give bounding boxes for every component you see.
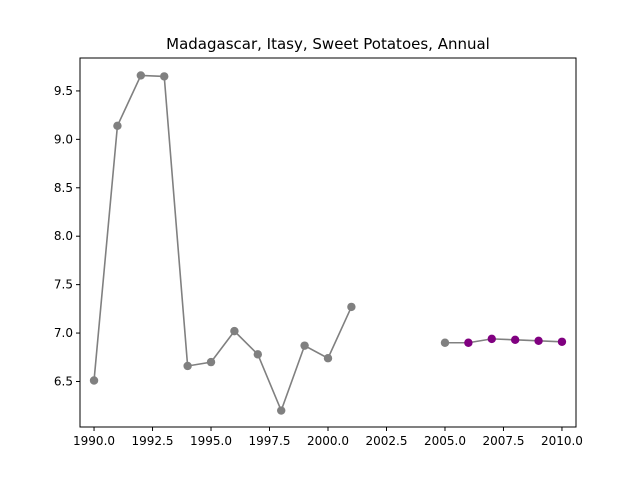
- x-tick-label: 1990.0: [73, 434, 115, 448]
- series-1-point: [160, 72, 169, 81]
- series-1-point: [183, 361, 192, 371]
- series-1-point: [113, 121, 122, 130]
- x-tick-label: 2002.5: [365, 434, 407, 448]
- plot-frame: [79, 57, 577, 428]
- y-tick-label: 9.5: [54, 84, 73, 98]
- series-1-point: [300, 341, 309, 350]
- x-tick-label: 1992.5: [132, 434, 174, 448]
- chart-title: Madagascar, Itasy, Sweet Potatoes, Annua…: [166, 35, 490, 53]
- y-tick-label: 6.5: [54, 374, 73, 388]
- series-2-point: [510, 335, 520, 345]
- series-1-point: [347, 302, 356, 312]
- series-1-point: [136, 71, 146, 80]
- x-tick-label: 2010.0: [541, 434, 583, 448]
- y-tick-label: 7.5: [54, 278, 73, 292]
- series-2-point: [440, 338, 450, 347]
- series-2-point: [557, 337, 567, 346]
- series-1-point: [253, 350, 263, 359]
- y-tick-label: 8.0: [54, 229, 73, 243]
- series-1-point: [277, 406, 286, 415]
- series-1-point: [89, 376, 99, 385]
- plot-area: 1990.0 1992.5 1995.0 1997.5 2000.0 2002.5 2005…: [54, 71, 583, 448]
- series-1-point: [206, 357, 216, 367]
- y-tick-label: 7.0: [54, 326, 73, 340]
- series-2-point: [487, 334, 496, 344]
- y-tick-label: 9.0: [54, 132, 73, 146]
- x-tick-label: 2000.0: [307, 434, 349, 448]
- x-tick-label: 1997.5: [249, 434, 291, 448]
- x-tick-label: 1995.0: [190, 434, 232, 448]
- series-1-line: [93, 74, 353, 413]
- x-tick-label: 2007.5: [482, 434, 524, 448]
- series-2-point: [534, 336, 543, 346]
- series-2-line: [444, 338, 562, 344]
- x-tick-label: 2005.0: [424, 434, 466, 448]
- series-2-point: [464, 338, 473, 347]
- y-tick-label: 8.5: [54, 181, 73, 195]
- series-1-point: [323, 354, 333, 363]
- series-1-point: [230, 326, 239, 336]
